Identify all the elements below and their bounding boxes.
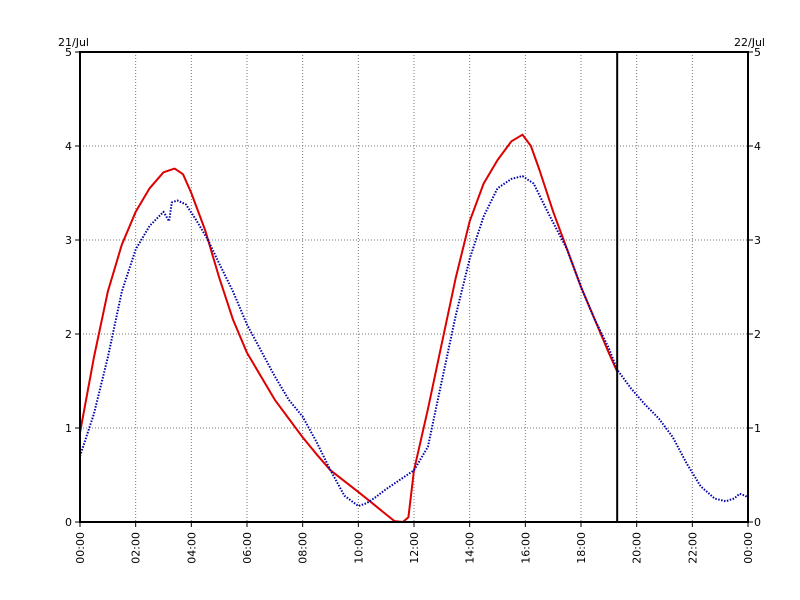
x-tick-label: 20:00 [631,532,644,564]
series-line-1 [79,133,619,523]
y-tick-label-right: 4 [754,140,761,153]
y-tick-label-left: 3 [65,234,72,247]
y-tick-label-left: 0 [65,516,72,529]
y-tick-label-right: 3 [754,234,761,247]
grid-lines [80,52,748,522]
series-line-2 [79,175,749,507]
date-label-right: 22/Jul [734,36,765,49]
x-tick-label: 02:00 [130,532,143,564]
x-tick-label: 00:00 [74,532,87,564]
x-tick-label: 04:00 [185,532,198,564]
x-tick-label: 14:00 [464,532,477,564]
y-tick-label-right: 2 [754,328,761,341]
y-tick-label-right: 1 [754,422,761,435]
x-tick-label: 10:00 [352,532,365,564]
y-tick-label-left: 1 [65,422,72,435]
y-tick-label-right: 5 [754,46,761,59]
y-tick-label-left: 2 [65,328,72,341]
x-tick-label: 22:00 [686,532,699,564]
y-tick-label-right: 0 [754,516,761,529]
y-tick-label-left: 5 [65,46,72,59]
x-tick-label: 06:00 [241,532,254,564]
x-tick-label: 08:00 [297,532,310,564]
y-tick-label-left: 4 [65,140,72,153]
series-layer [79,133,749,523]
x-tick-label: 16:00 [519,532,532,564]
x-tick-label: 12:00 [408,532,421,564]
x-tick-label: 00:00 [742,532,755,564]
left-y-axis: 0 1 2 3 4 5 [65,46,80,529]
x-axis: 00:00 02:00 04:00 06:00 08:00 10:00 12:00 14:00… [74,522,755,564]
right-y-axis: 0 1 2 3 4 5 [748,46,761,529]
date-label-left: 21/Jul [58,36,89,49]
x-tick-label: 18:00 [575,532,588,564]
